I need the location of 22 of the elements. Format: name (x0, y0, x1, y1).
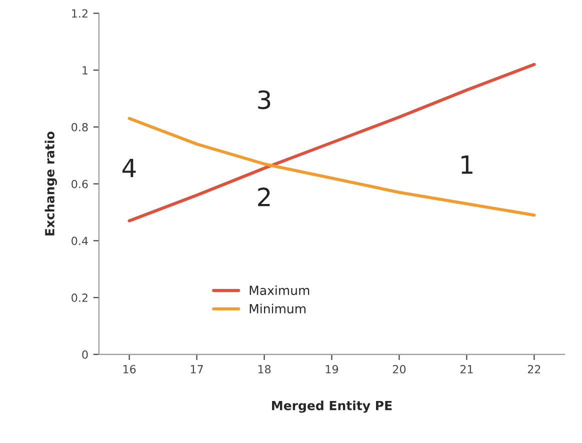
annotation: 4 (122, 158, 136, 178)
y-axis-title: Exchange ratio (44, 132, 57, 236)
x-tick-label: 18 (258, 365, 271, 374)
y-tick-label: 1.2 (72, 9, 88, 18)
x-tick-label: 20 (392, 365, 406, 374)
annotation: 1 (462, 155, 472, 174)
x-tick-label: 16 (123, 365, 136, 374)
y-tick-label: 1 (82, 66, 88, 74)
y-tick-label: 0 (82, 350, 88, 359)
x-tick-label: 21 (460, 365, 473, 374)
y-tick-label: 0.8 (72, 122, 88, 132)
y-tick-label: 0.4 (72, 236, 88, 246)
legend-label: Minimum (250, 304, 306, 314)
x-tick-label: 17 (190, 365, 203, 374)
legend-label: Maximum (250, 285, 310, 296)
x-axis-title: Merged Entity PE (272, 400, 392, 413)
y-tick-label: 0.6 (72, 180, 88, 188)
x-tick-label: 22 (528, 365, 540, 374)
annotation: 3 (258, 90, 270, 110)
y-tick-label: 0.2 (72, 294, 88, 302)
annotation: 2 (258, 188, 270, 206)
x-tick-label: 19 (326, 365, 338, 374)
